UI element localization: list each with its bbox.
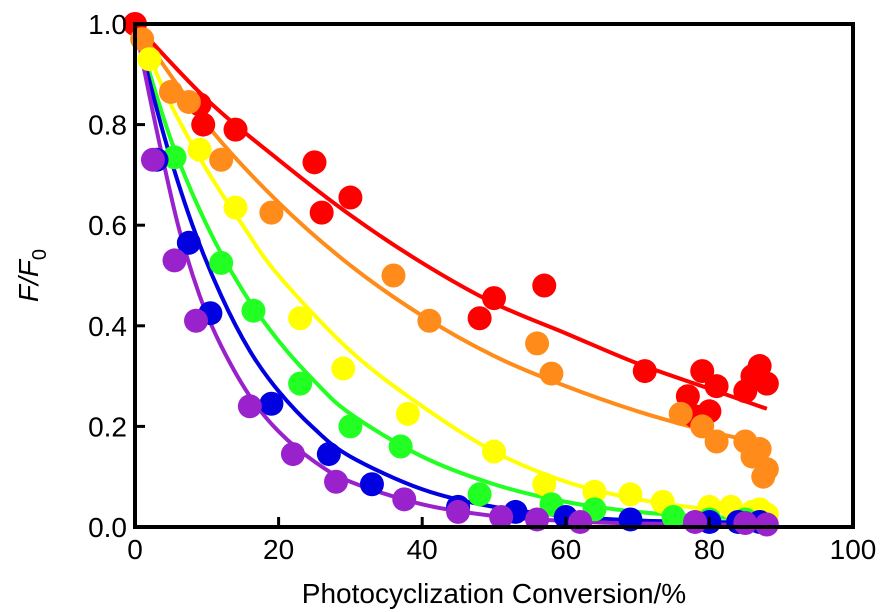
x-axis-label: Photocyclization Conversion/% — [302, 578, 686, 609]
fit-curve — [133, 23, 767, 522]
data-point — [395, 401, 420, 426]
y-tick-label: 0.8 — [88, 110, 127, 141]
data-point — [137, 47, 162, 72]
y-tick-label: 0.2 — [88, 411, 127, 442]
data-point — [532, 273, 557, 298]
data-point — [392, 487, 417, 512]
data-point — [704, 429, 729, 454]
data-point — [176, 89, 201, 114]
data-point — [704, 374, 729, 399]
data-point — [223, 195, 248, 220]
data-point — [162, 145, 187, 170]
data-point — [690, 359, 715, 384]
data-point — [158, 79, 183, 104]
fit-curve — [133, 22, 768, 446]
y-tick-label: 0.6 — [88, 210, 127, 241]
y-axis-label-base: F/F — [13, 258, 44, 302]
data-point — [288, 371, 313, 396]
data-point — [467, 306, 492, 331]
data-point — [747, 437, 772, 462]
data-point — [754, 457, 779, 482]
data-point — [632, 359, 657, 384]
data-point — [359, 472, 384, 497]
data-point — [162, 248, 187, 273]
x-tick-label: 100 — [830, 534, 877, 565]
y-axis-label: F/F0 — [13, 249, 51, 302]
x-axis-ticks: 0 20 40 60 80 100 — [127, 517, 876, 565]
data-point — [525, 331, 550, 356]
data-point — [754, 371, 779, 396]
plot-area — [123, 12, 779, 537]
data-point — [482, 286, 506, 311]
data-point — [482, 439, 506, 464]
data-point — [338, 414, 363, 439]
data-point — [539, 361, 564, 386]
y-axis-label-subscript: 0 — [29, 249, 51, 260]
data-point — [259, 391, 284, 416]
fit-curve — [133, 23, 767, 527]
data-point — [661, 504, 686, 529]
data-point — [618, 482, 643, 507]
data-point — [237, 394, 262, 419]
y-tick-label: 0.4 — [88, 311, 127, 342]
data-point — [417, 308, 442, 333]
fit-curves — [133, 22, 768, 527]
data-point — [223, 117, 248, 142]
data-point — [191, 112, 216, 137]
fit-curve — [133, 23, 767, 525]
data-points — [123, 12, 779, 537]
data-point — [309, 200, 334, 225]
data-point — [302, 150, 327, 175]
data-point — [467, 482, 492, 507]
data-point — [209, 250, 234, 275]
x-tick-label: 20 — [263, 534, 294, 565]
x-tick-label: 60 — [550, 534, 581, 565]
y-tick-label: 1.0 — [88, 9, 127, 40]
data-point — [176, 230, 201, 255]
y-tick-label: 0.0 — [88, 512, 127, 543]
data-point — [388, 434, 413, 459]
data-point — [187, 137, 212, 162]
data-point — [733, 510, 758, 535]
data-point — [582, 479, 607, 504]
data-point — [288, 306, 313, 331]
data-point — [532, 472, 557, 497]
data-point — [259, 200, 284, 225]
data-point — [668, 401, 693, 426]
data-point — [331, 356, 356, 381]
data-point — [209, 147, 234, 172]
data-point — [316, 442, 341, 467]
data-point — [324, 469, 349, 494]
data-point — [489, 504, 514, 529]
data-point — [683, 509, 708, 534]
data-point — [690, 414, 715, 439]
data-point — [446, 499, 471, 524]
data-point — [184, 308, 209, 333]
data-point — [338, 185, 363, 210]
data-point — [140, 147, 165, 172]
data-point — [568, 509, 593, 534]
x-tick-label: 0 — [127, 534, 143, 565]
data-point — [280, 442, 305, 467]
data-point — [381, 263, 406, 288]
x-tick-label: 80 — [694, 534, 725, 565]
data-point — [754, 512, 779, 537]
plot-frame — [133, 22, 855, 529]
data-point — [241, 298, 266, 323]
y-axis-ticks: 0.0 0.2 0.4 0.6 0.8 1.0 — [88, 9, 145, 543]
x-tick-label: 40 — [407, 534, 438, 565]
